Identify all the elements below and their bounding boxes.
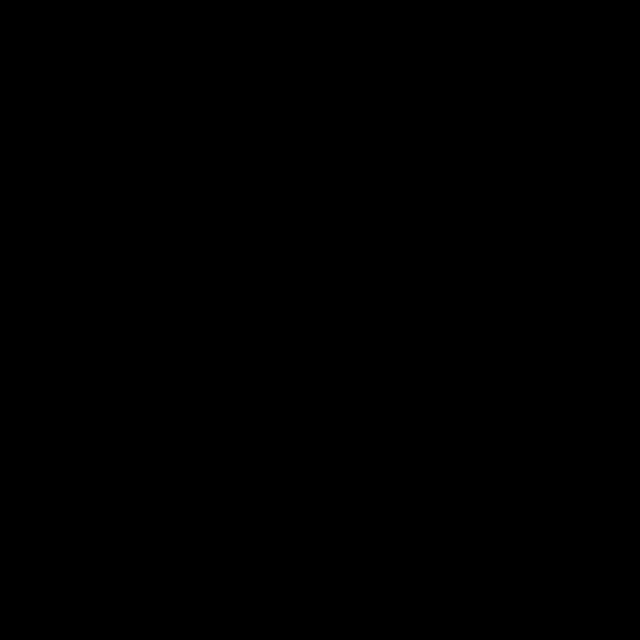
ssh-map (0, 0, 640, 640)
app-window (0, 0, 640, 640)
